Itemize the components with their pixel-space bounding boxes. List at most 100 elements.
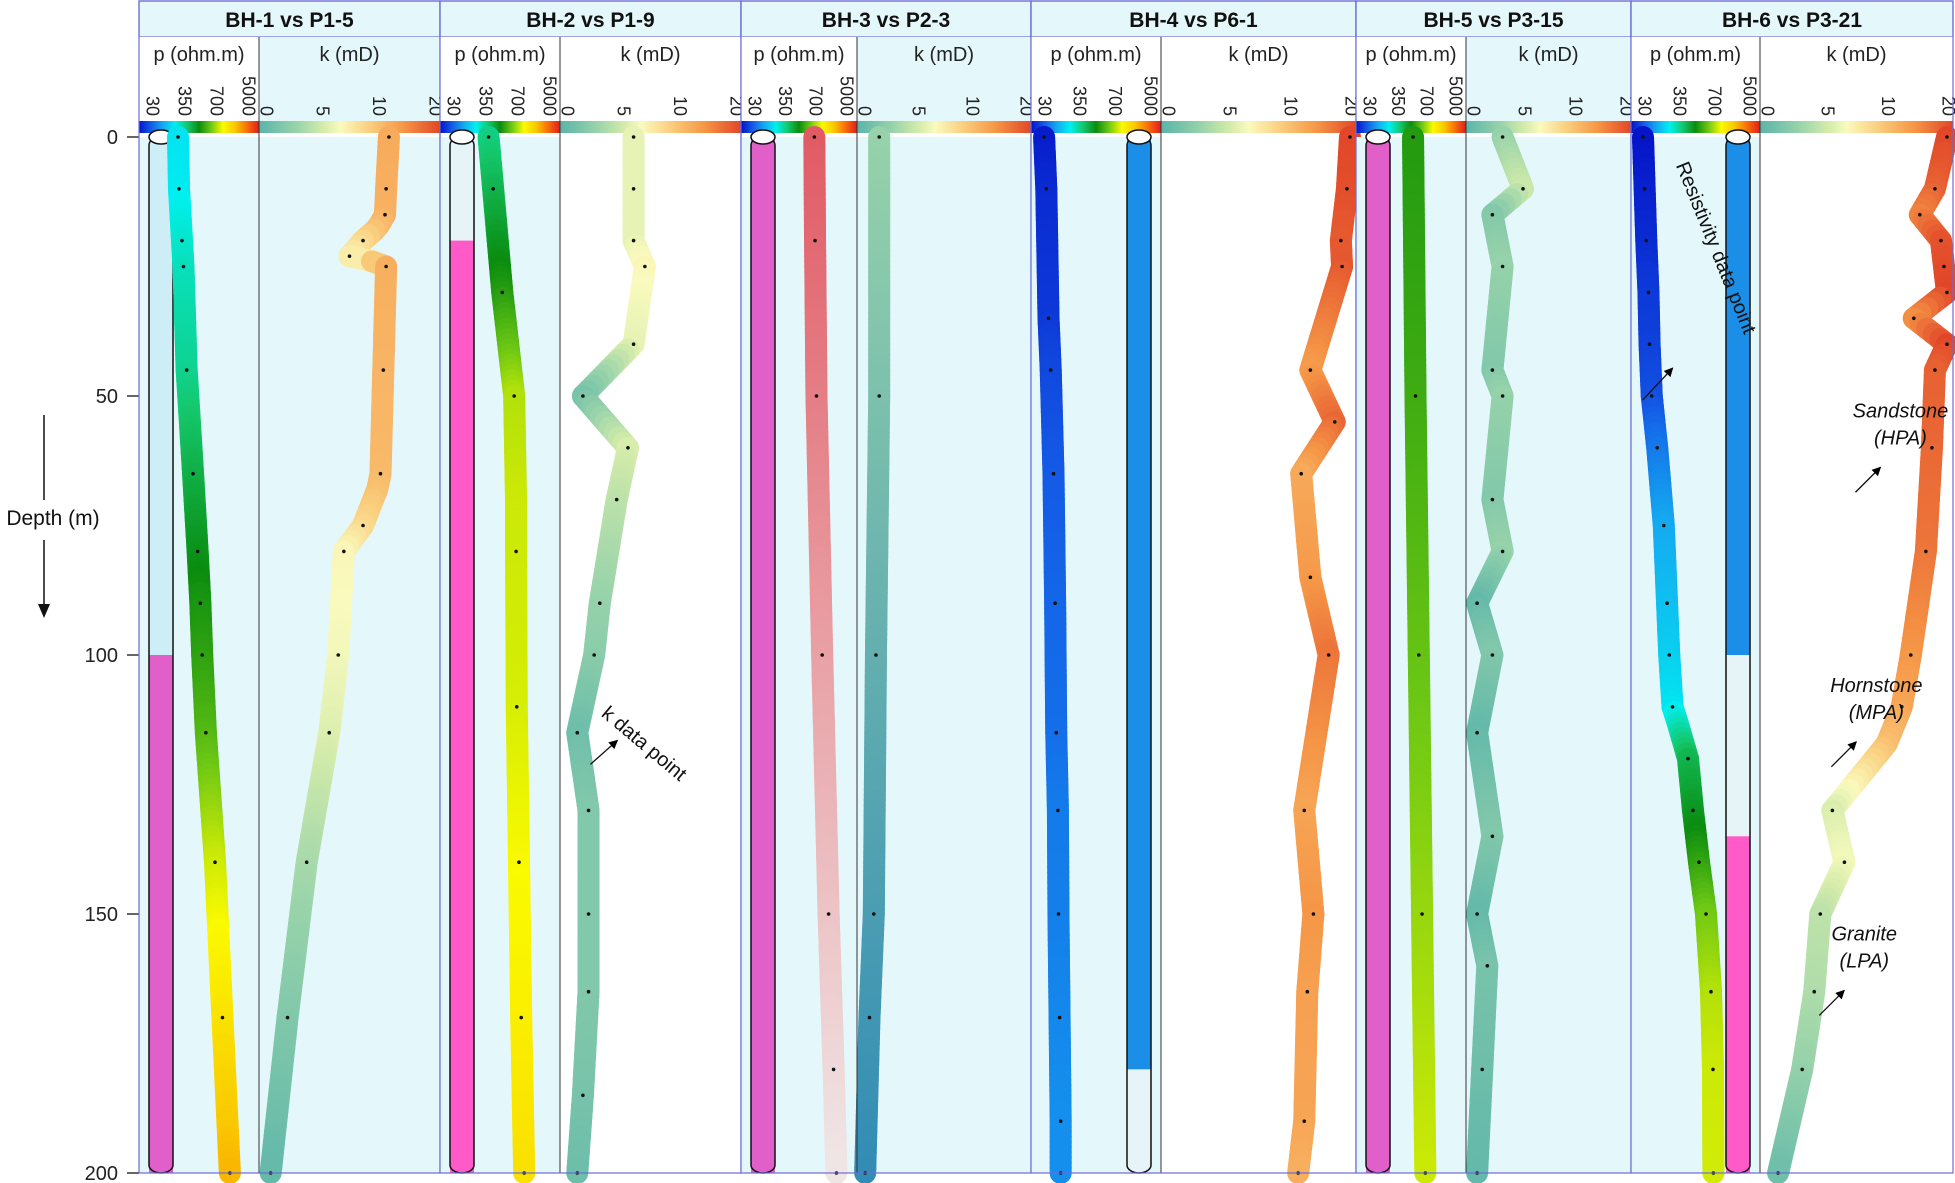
k-tick-label: 5 xyxy=(1818,106,1838,116)
resistivity-curve-data-point xyxy=(1056,808,1060,813)
permeability-curve-data-point xyxy=(1812,989,1817,994)
resistivity-curve-data-point xyxy=(1054,730,1059,735)
permeability-curve-data-point xyxy=(384,187,388,191)
permeability-curve-data-point xyxy=(1490,212,1495,217)
permeability-curve-data-point xyxy=(336,653,341,657)
lithology-segment xyxy=(149,655,173,1173)
rho-tick-label: 700 xyxy=(507,86,527,116)
rho-axis-bg xyxy=(139,37,259,121)
lithology-cap xyxy=(750,129,776,145)
permeability-curve-data-point xyxy=(1930,446,1934,450)
k-colorbar xyxy=(857,121,1031,133)
resistivity-curve-data-point xyxy=(1420,912,1424,916)
lithology-column xyxy=(148,129,174,1174)
permeability-curve-data-point xyxy=(1918,212,1922,217)
permeability-curve-data-point xyxy=(1490,653,1495,657)
permeability-curve-data-point xyxy=(631,187,636,191)
resistivity-curve-data-point xyxy=(1051,471,1056,476)
annotation-arrow xyxy=(1642,367,1674,401)
resistivity-curve-data-point xyxy=(1686,756,1690,761)
lithology-segment xyxy=(1366,137,1390,1173)
resistivity-curve-data-point xyxy=(200,653,204,657)
panel-title: BH-6 vs P3-21 xyxy=(1722,9,1862,32)
permeability-curve-data-point xyxy=(285,1015,290,1020)
rho-tick-label: 5000 xyxy=(539,76,559,116)
resistivity-curve-data-point xyxy=(519,1015,524,1020)
permeability-curve-data-point xyxy=(1302,1119,1307,1123)
permeability-curve-data-point xyxy=(592,653,596,657)
resistivity-curve-data-point xyxy=(1644,238,1649,243)
k-colorbar xyxy=(1760,121,1953,133)
k-tick-label: 10 xyxy=(369,96,389,116)
permeability-curve-data-point xyxy=(1332,420,1337,424)
k-tick-label: 0 xyxy=(1757,106,1777,116)
permeability-curve-data-point xyxy=(1945,135,1949,139)
permeability-curve-data-point xyxy=(1305,989,1310,994)
rho-axis-label: p (ohm.m) xyxy=(753,44,844,66)
rho-axis-label: p (ohm.m) xyxy=(1365,44,1456,66)
resistivity-curve-data-point xyxy=(826,912,831,916)
k-tick-label: 5 xyxy=(1219,106,1239,116)
lithology-segment xyxy=(751,137,775,1173)
permeability-curve xyxy=(259,126,400,1183)
rho-tick-label: 30 xyxy=(1634,96,1654,116)
resistivity-curve-data-point xyxy=(191,471,195,476)
permeability-curve xyxy=(854,126,891,1183)
permeability-curve-data-point xyxy=(1830,808,1835,813)
k-tick-label: 10 xyxy=(1878,96,1898,116)
resistivity-curve-data-point xyxy=(195,549,200,554)
permeability-curve-data-point xyxy=(383,212,387,217)
rho-tick-label: 700 xyxy=(1105,86,1125,116)
permeability-curve-data-point xyxy=(1475,601,1479,605)
resistivity-curve-data-point xyxy=(1661,523,1666,528)
rho-colorbar xyxy=(1031,121,1161,133)
panel-1: BH-1 vs P1-5 p (ohm.m) k (mD) 30 350 700 50000… xyxy=(138,0,445,1183)
rho-axis-bg xyxy=(741,37,857,121)
permeability-curve-data-point xyxy=(1500,394,1505,398)
lithology-segment xyxy=(1726,836,1750,1173)
resistivity-curve-data-point xyxy=(1649,394,1654,398)
annotation-arrow xyxy=(590,739,619,765)
rho-tick-label: 700 xyxy=(806,86,826,116)
lithology-segment xyxy=(450,137,474,241)
panel-header-bg xyxy=(1630,0,1954,38)
resistivity-curve-data-point xyxy=(820,653,824,657)
permeability-curve-data-point xyxy=(1521,187,1525,191)
annotation-label: (LPA) xyxy=(1839,950,1889,972)
resistivity-curve-data-point xyxy=(1709,989,1713,994)
permeability-curve-data-point xyxy=(1933,187,1937,191)
permeability-curve-data-point xyxy=(1500,549,1505,554)
rho-axis-label: p (ohm.m) xyxy=(454,44,545,66)
annotation-label: (MPA) xyxy=(1849,702,1904,724)
lithology-segment xyxy=(1127,137,1151,1070)
depth-tick-label: 100 xyxy=(85,645,118,667)
k-axis-label: k (mD) xyxy=(914,44,974,66)
rho-tick-label: 30 xyxy=(1034,96,1054,116)
permeability-curve-data-point xyxy=(1909,653,1913,657)
k-axis-label: k (mD) xyxy=(621,44,681,66)
k-axis-label: k (mD) xyxy=(320,44,380,66)
permeability-curve-data-point xyxy=(1500,264,1505,269)
permeability-curve-data-point xyxy=(586,912,591,916)
resistivity-curve-data-point xyxy=(813,238,817,243)
permeability-curve-data-point xyxy=(877,135,881,139)
lithology-column xyxy=(1725,129,1751,1174)
k-axis-bg xyxy=(560,37,741,121)
resistivity-curve-data-point xyxy=(1048,368,1053,372)
permeability-curve-data-point xyxy=(1348,135,1352,139)
permeability-curve-data-point xyxy=(1490,497,1495,502)
resistivity-curve-data-point xyxy=(831,1067,836,1072)
resistivity-curve-data-point xyxy=(198,601,203,605)
permeability-curve-data-point xyxy=(643,264,647,269)
rho-tick-label: 350 xyxy=(174,86,194,116)
resistivity-curve-data-point xyxy=(514,705,519,709)
permeability-curve-data-point xyxy=(1475,730,1479,735)
panel-4: BH-4 vs P6-1 p (ohm.m) k (mD) 30 350 700 50000… xyxy=(1030,0,1361,1183)
resistivity-curve-data-point xyxy=(1711,1067,1715,1072)
rho-tick-label: 5000 xyxy=(1140,76,1160,116)
depth-tick-label: 0 xyxy=(107,127,118,149)
panel-3: BH-3 vs P2-3 p (ohm.m) k (mD) 30 350 700 50000… xyxy=(740,0,1036,1183)
rho-colorbar xyxy=(1631,121,1760,133)
resistivity-curve xyxy=(477,126,536,1183)
k-tick-label: 5 xyxy=(313,106,333,116)
